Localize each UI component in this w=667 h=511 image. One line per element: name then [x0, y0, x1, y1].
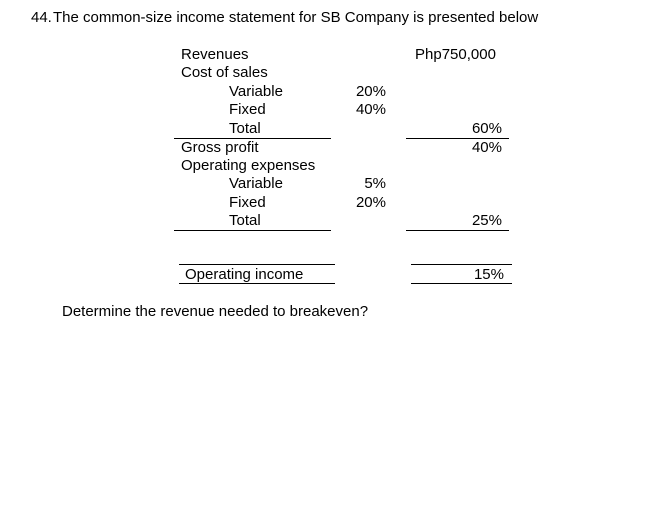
operating-expenses-total-label: Total — [229, 212, 261, 229]
operating-income-value-underline — [411, 283, 512, 284]
operating-expenses-fixed-label: Fixed — [229, 194, 266, 211]
question-text: The common-size income statement for SB … — [53, 9, 539, 26]
cost-of-sales-fixed-label: Fixed — [229, 101, 266, 118]
operating-income-value: 15% — [473, 266, 504, 283]
cost-of-sales-total-underline — [174, 138, 331, 139]
operating-income-overline — [179, 264, 335, 265]
operating-expenses-variable-value: 5% — [364, 175, 386, 192]
cost-of-sales-fixed-value: 40% — [355, 101, 386, 118]
gross-profit-value: 40% — [471, 139, 502, 156]
gross-profit-label: Gross profit — [181, 139, 259, 156]
cost-of-sales-variable-label: Variable — [229, 83, 283, 100]
operating-expenses-total-value: 25% — [471, 212, 502, 229]
operating-expenses-total-value-underline — [406, 230, 509, 231]
revenues-value: Php750,000 — [415, 46, 496, 63]
question-number: 44. — [31, 9, 52, 26]
cost-of-sales-total-value: 60% — [471, 120, 502, 137]
breakeven-prompt: Determine the revenue needed to breakeve… — [62, 303, 369, 320]
cost-of-sales-variable-value: 20% — [355, 83, 386, 100]
operating-expenses-total-underline — [174, 230, 331, 231]
operating-expenses-fixed-value: 20% — [355, 194, 386, 211]
cost-of-sales-label: Cost of sales — [181, 64, 268, 81]
operating-income-label: Operating income — [185, 266, 304, 283]
cost-of-sales-total-value-underline — [406, 138, 509, 139]
revenues-label: Revenues — [181, 46, 249, 63]
operating-expenses-variable-label: Variable — [229, 175, 283, 192]
operating-income-underline — [179, 283, 335, 284]
operating-expenses-label: Operating expenses — [181, 157, 316, 174]
cost-of-sales-total-label: Total — [229, 120, 261, 137]
operating-income-value-overline — [411, 264, 512, 265]
